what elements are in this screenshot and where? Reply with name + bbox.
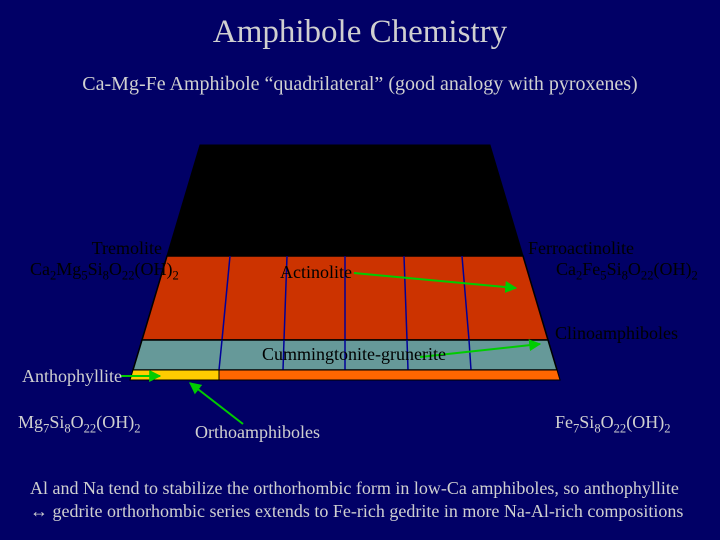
tremolite-name: Tremolite bbox=[30, 238, 162, 259]
tremolite-formula: Ca2Mg5Si8O22(OH)2 bbox=[30, 259, 162, 283]
fe-formula: Fe7Si8O22(OH)2 bbox=[555, 412, 671, 437]
tremolite-label: Tremolite Ca2Mg5Si8O22(OH)2 bbox=[30, 238, 162, 283]
ferroactinolite-formula: Ca2Fe5Si8O22(OH)2 bbox=[528, 259, 698, 283]
mg-formula: Mg7Si8O22(OH)2 bbox=[18, 412, 141, 437]
actinolite-label: Actinolite bbox=[280, 262, 352, 283]
cummingtonite-label: Cummingtonite-grunerite bbox=[262, 344, 446, 365]
ferroactinolite-name: Ferroactinolite bbox=[528, 238, 698, 259]
ferroactinolite-label: Ferroactinolite Ca2Fe5Si8O22(OH)2 bbox=[528, 238, 698, 283]
clinoamphiboles-label: Clinoamphiboles bbox=[555, 323, 678, 344]
anthophyllite-label: Anthophyllite bbox=[22, 366, 122, 387]
orthoamphiboles-label: Orthoamphiboles bbox=[195, 422, 320, 443]
footnote: Al and Na tend to stabilize the orthorho… bbox=[30, 477, 690, 522]
